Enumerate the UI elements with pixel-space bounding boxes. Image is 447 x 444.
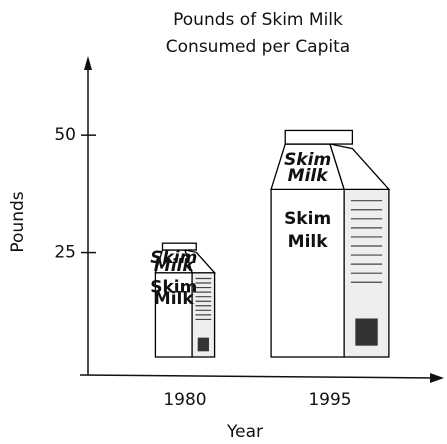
chart-title: Consumed per Capita xyxy=(166,37,350,57)
carton-label: Skim xyxy=(284,209,331,229)
carton-label-small: Skim xyxy=(150,248,197,268)
carton-gable-side xyxy=(329,143,391,191)
carton-label: Skim xyxy=(150,278,197,298)
y-axis-arrow xyxy=(84,56,92,70)
chart-title: Pounds of Skim Milk xyxy=(173,10,343,30)
x-axis-arrow xyxy=(430,373,444,383)
carton-cap xyxy=(284,129,354,145)
carton-front xyxy=(270,188,345,358)
carton-barcode xyxy=(197,337,209,352)
carton-label-small: Skim xyxy=(284,150,331,170)
carton-cap xyxy=(161,242,197,251)
y-tick-label: 25 xyxy=(54,243,76,263)
x-tick-label: 1995 xyxy=(308,390,351,410)
carton-label: Milk xyxy=(288,232,329,252)
carton-label: Milk xyxy=(154,289,195,309)
y-tick-label: 50 xyxy=(54,125,76,145)
carton-barcode xyxy=(355,318,378,346)
x-axis-label: Year xyxy=(226,422,263,442)
carton-label-small: Milk xyxy=(288,166,330,186)
y-axis-label: Pounds xyxy=(8,191,28,252)
carton-gable-side xyxy=(184,249,217,274)
x-axis xyxy=(79,374,437,379)
carton-front xyxy=(154,272,193,358)
x-tick-label: 1980 xyxy=(163,390,206,410)
carton-label-small: Milk xyxy=(154,256,196,276)
